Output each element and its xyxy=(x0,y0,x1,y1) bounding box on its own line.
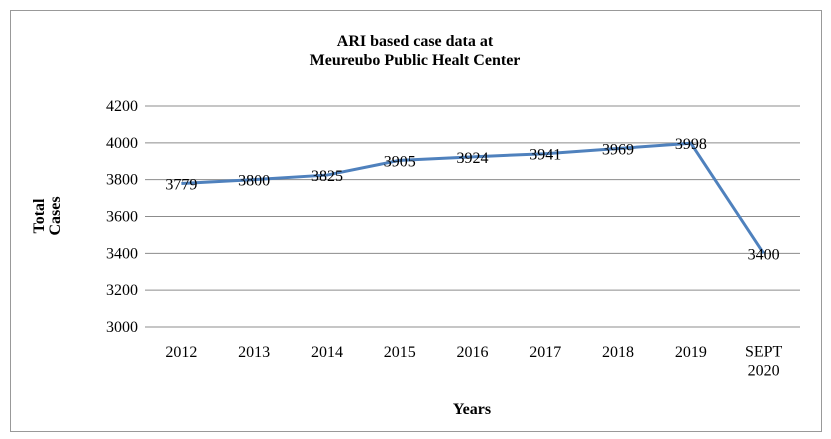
x-tick-label: SEPT 2020 xyxy=(745,344,783,380)
y-tick-label: 3600 xyxy=(106,209,138,226)
y-axis-label: TotalCases xyxy=(31,196,64,235)
data-label: 3998 xyxy=(675,136,707,153)
y-tick-label: 3000 xyxy=(106,319,138,336)
data-label: 3800 xyxy=(238,173,270,190)
data-label: 3924 xyxy=(457,150,489,167)
chart-title-line: ARI based case data at xyxy=(337,33,494,50)
x-axis-label: Years xyxy=(453,401,491,418)
x-tick-label: 2018 xyxy=(602,344,634,361)
y-tick-label: 4000 xyxy=(106,135,138,152)
chart-border xyxy=(10,10,822,432)
chart-title: ARI based case data at Meureubo Public He… xyxy=(310,33,521,69)
x-tick-label: 2016 xyxy=(457,344,489,361)
data-label: 3941 xyxy=(529,147,561,164)
x-tick-label: 2012 xyxy=(165,344,197,361)
series-line xyxy=(181,141,765,255)
y-tick-label: 3200 xyxy=(106,282,138,299)
y-tick-label: 3800 xyxy=(106,172,138,189)
x-tick-label: 2019 xyxy=(675,344,707,361)
x-tick-label: 2017 xyxy=(529,344,561,361)
y-tick-label: 3400 xyxy=(106,245,138,262)
x-tick-label: 2013 xyxy=(238,344,270,361)
data-label: 3400 xyxy=(748,246,780,263)
x-tick-label: 2015 xyxy=(384,344,416,361)
chart-title-line: Meureubo Public Healt Center xyxy=(310,52,521,69)
data-label: 3779 xyxy=(165,177,197,194)
y-tick-label: 4200 xyxy=(106,98,138,115)
x-tick-label: 2014 xyxy=(311,344,343,361)
data-label: 3825 xyxy=(311,168,343,185)
data-label: 3969 xyxy=(602,142,634,159)
data-label: 3905 xyxy=(384,153,416,170)
